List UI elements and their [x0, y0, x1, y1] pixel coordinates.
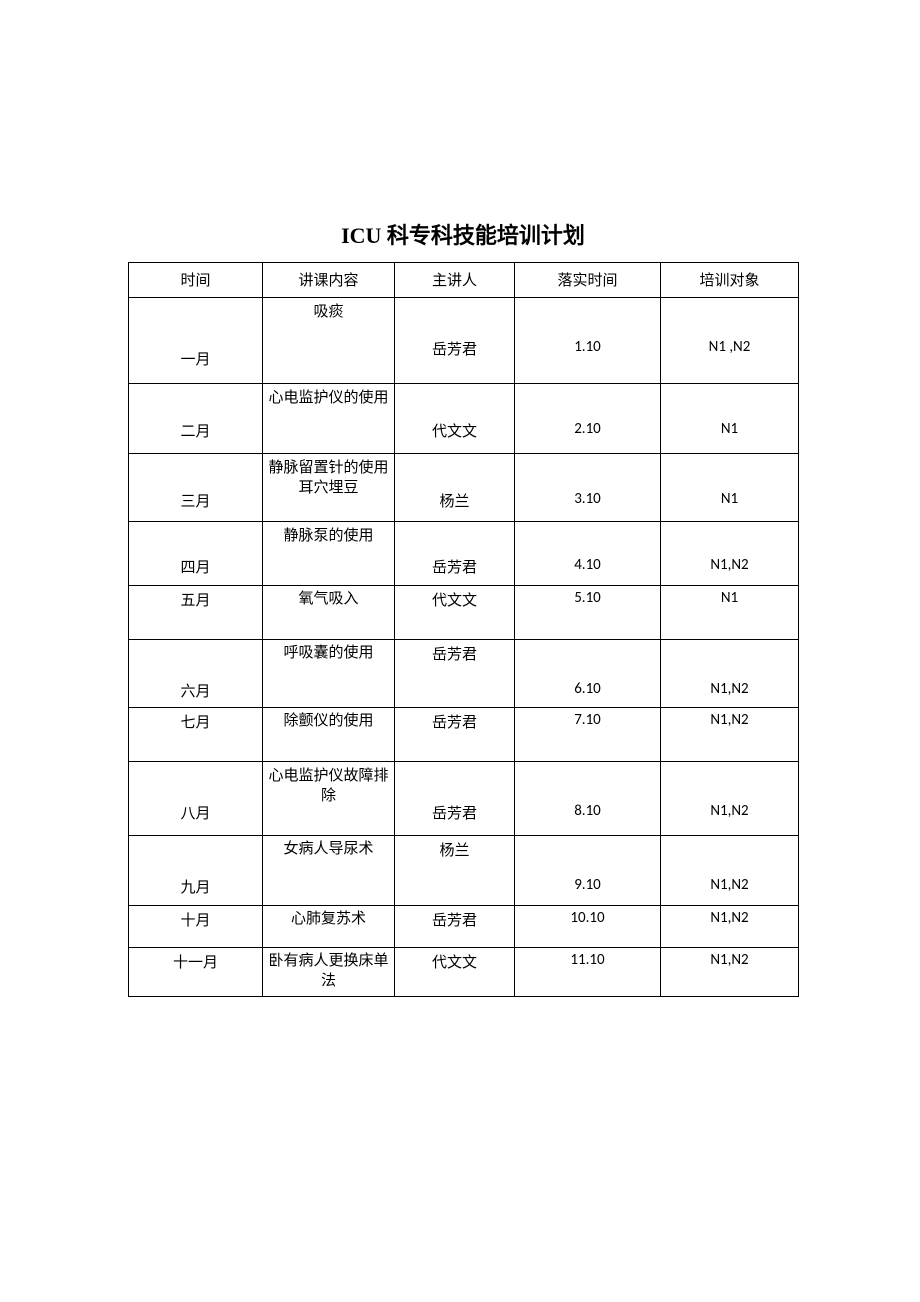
header-content: 讲课内容	[263, 263, 395, 298]
table-row: 六月 呼吸囊的使用 岳芳君 6.10 N1,N2	[129, 640, 799, 708]
cell-month: 六月	[129, 640, 263, 708]
cell-content: 静脉泵的使用	[263, 522, 395, 586]
table-row: 二月 心电监护仪的使用 代文文 2.10 N1	[129, 384, 799, 454]
cell-date: 6.10	[515, 640, 661, 708]
table-row: 四月 静脉泵的使用 岳芳君 4.10 N1,N2	[129, 522, 799, 586]
cell-date: 8.10	[515, 762, 661, 836]
header-lecturer: 主讲人	[395, 263, 515, 298]
cell-month: 九月	[129, 836, 263, 906]
cell-target: N1,N2	[661, 708, 799, 762]
header-target: 培训对象	[661, 263, 799, 298]
cell-date: 3.10	[515, 454, 661, 522]
cell-date: 10.10	[515, 906, 661, 948]
cell-date: 2.10	[515, 384, 661, 454]
cell-lecturer: 岳芳君	[395, 906, 515, 948]
cell-month: 一月	[129, 298, 263, 384]
cell-target: N1,N2	[661, 640, 799, 708]
training-plan-table: 时间 讲课内容 主讲人 落实时间 培训对象 一月 吸痰 岳芳君 1.10 N1 …	[128, 262, 799, 997]
cell-content: 静脉留置针的使用耳穴埋豆	[263, 454, 395, 522]
cell-lecturer: 岳芳君	[395, 522, 515, 586]
header-date: 落实时间	[515, 263, 661, 298]
cell-date: 1.10	[515, 298, 661, 384]
cell-content: 吸痰	[263, 298, 395, 384]
cell-date: 9.10	[515, 836, 661, 906]
cell-lecturer: 代文文	[395, 948, 515, 997]
cell-date: 4.10	[515, 522, 661, 586]
cell-target: N1	[661, 454, 799, 522]
table-row: 八月 心电监护仪故障排除 岳芳君 8.10 N1,N2	[129, 762, 799, 836]
table-header-row: 时间 讲课内容 主讲人 落实时间 培训对象	[129, 263, 799, 298]
cell-content: 心肺复苏术	[263, 906, 395, 948]
cell-month: 十月	[129, 906, 263, 948]
cell-target: N1,N2	[661, 836, 799, 906]
cell-month: 七月	[129, 708, 263, 762]
cell-content: 除颤仪的使用	[263, 708, 395, 762]
cell-target: N1,N2	[661, 906, 799, 948]
cell-lecturer: 代文文	[395, 384, 515, 454]
cell-target: N1	[661, 384, 799, 454]
cell-target: N1 ,N2	[661, 298, 799, 384]
cell-lecturer: 岳芳君	[395, 298, 515, 384]
cell-content: 呼吸囊的使用	[263, 640, 395, 708]
page-title: ICU 科专科技能培训计划	[128, 218, 798, 250]
cell-month: 四月	[129, 522, 263, 586]
cell-content: 心电监护仪故障排除	[263, 762, 395, 836]
cell-lecturer: 岳芳君	[395, 762, 515, 836]
cell-content: 心电监护仪的使用	[263, 384, 395, 454]
cell-target: N1	[661, 586, 799, 640]
page-container: ICU 科专科技能培训计划 时间 讲课内容 主讲人 落实时间 培训对象 一月 吸…	[0, 0, 920, 997]
cell-lecturer: 杨兰	[395, 836, 515, 906]
cell-target: N1,N2	[661, 948, 799, 997]
header-time: 时间	[129, 263, 263, 298]
cell-month: 八月	[129, 762, 263, 836]
cell-date: 7.10	[515, 708, 661, 762]
table-row: 九月 女病人导尿术 杨兰 9.10 N1,N2	[129, 836, 799, 906]
table-row: 十一月 卧有病人更换床单法 代文文 11.10 N1,N2	[129, 948, 799, 997]
cell-lecturer: 杨兰	[395, 454, 515, 522]
cell-lecturer: 代文文	[395, 586, 515, 640]
cell-date: 11.10	[515, 948, 661, 997]
cell-month: 五月	[129, 586, 263, 640]
cell-content: 女病人导尿术	[263, 836, 395, 906]
cell-target: N1,N2	[661, 522, 799, 586]
table-row: 五月 氧气吸入 代文文 5.10 N1	[129, 586, 799, 640]
cell-month: 二月	[129, 384, 263, 454]
cell-lecturer: 岳芳君	[395, 640, 515, 708]
cell-month: 十一月	[129, 948, 263, 997]
cell-lecturer: 岳芳君	[395, 708, 515, 762]
table-row: 七月 除颤仪的使用 岳芳君 7.10 N1,N2	[129, 708, 799, 762]
cell-content: 氧气吸入	[263, 586, 395, 640]
cell-month: 三月	[129, 454, 263, 522]
table-row: 十月 心肺复苏术 岳芳君 10.10 N1,N2	[129, 906, 799, 948]
table-row: 一月 吸痰 岳芳君 1.10 N1 ,N2	[129, 298, 799, 384]
table-row: 三月 静脉留置针的使用耳穴埋豆 杨兰 3.10 N1	[129, 454, 799, 522]
cell-target: N1,N2	[661, 762, 799, 836]
cell-date: 5.10	[515, 586, 661, 640]
cell-content: 卧有病人更换床单法	[263, 948, 395, 997]
